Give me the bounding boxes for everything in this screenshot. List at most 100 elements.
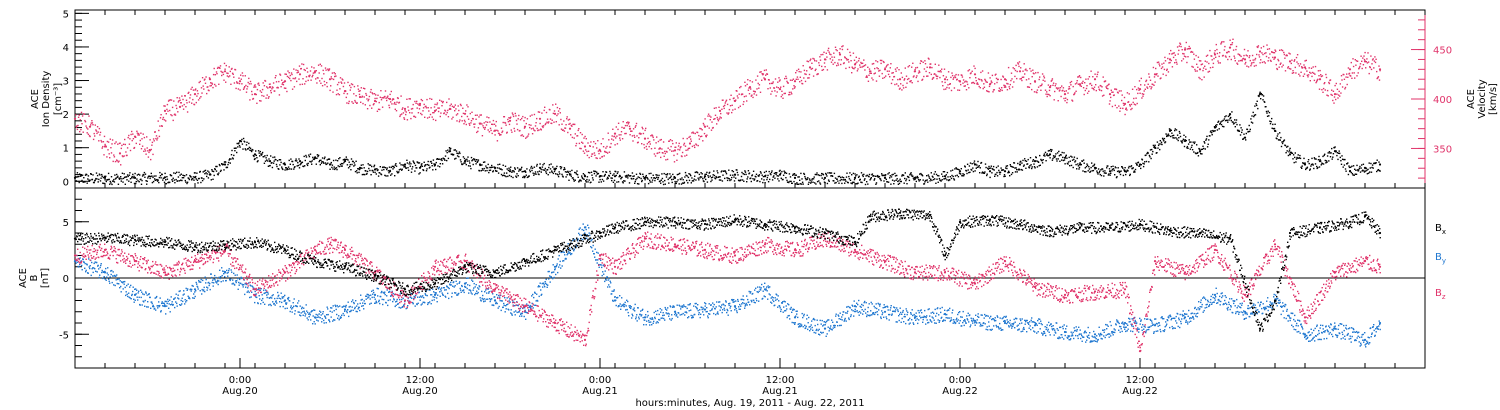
- velocity-series-point: [822, 53, 824, 56]
- density-series-point: [342, 159, 345, 161]
- density-series-point: [139, 174, 141, 176]
- velocity-series-point: [979, 87, 981, 89]
- density-series-point: [1055, 158, 1058, 160]
- velocity-series-point: [1305, 68, 1307, 70]
- velocity-series-point: [658, 148, 660, 150]
- density-series-point: [747, 170, 750, 172]
- velocity-series-point: [301, 83, 304, 85]
- velocity-series-point: [401, 108, 403, 110]
- by-series-point: [155, 309, 157, 311]
- density-series-point: [435, 168, 437, 171]
- density-series-point: [868, 173, 871, 176]
- density-series-point: [692, 180, 695, 182]
- density-series-point: [896, 174, 898, 177]
- velocity-series-point: [1146, 87, 1149, 89]
- velocity-series-point: [1022, 76, 1025, 78]
- density-series-point: [418, 173, 420, 175]
- density-series-point: [788, 181, 790, 184]
- density-series-datum: [988, 170, 992, 173]
- velocity-series-point: [890, 82, 893, 85]
- density-series-point: [968, 171, 970, 174]
- density-series-point: [143, 171, 146, 174]
- velocity-series-datum: [508, 119, 512, 122]
- velocity-series-point: [99, 134, 101, 136]
- density-series-point: [83, 177, 85, 179]
- density-series-point: [196, 172, 198, 174]
- velocity-series-point: [1152, 83, 1154, 86]
- velocity-series-point: [1013, 81, 1015, 83]
- velocity-series-point: [797, 68, 800, 70]
- velocity-series-point: [1076, 82, 1078, 84]
- velocity-series-point: [152, 153, 154, 156]
- velocity-series-point: [663, 155, 665, 157]
- density-series-point: [1288, 151, 1290, 153]
- density-series-point: [353, 162, 356, 164]
- density-series-point: [154, 179, 156, 181]
- by-series-point: [128, 296, 130, 298]
- density-series-point: [973, 160, 976, 162]
- velocity-series-point: [1027, 86, 1029, 88]
- density-series-point: [446, 151, 448, 154]
- density-series-point: [267, 165, 270, 167]
- density-series-point: [124, 183, 126, 185]
- velocity-series-point: [279, 73, 281, 75]
- velocity-series-point: [237, 88, 240, 90]
- density-series-point: [257, 160, 259, 162]
- density-series-point: [398, 171, 400, 173]
- density-series-datum: [478, 163, 482, 166]
- velocity-series-point: [1144, 88, 1146, 90]
- density-series-point: [716, 170, 718, 172]
- velocity-series-point: [651, 134, 653, 136]
- density-series-point: [1211, 134, 1213, 136]
- density-series-point: [1016, 168, 1018, 171]
- density-series-point: [1221, 120, 1223, 122]
- density-series-point: [946, 179, 948, 181]
- velocity-series-point: [275, 81, 278, 83]
- velocity-series-point: [773, 87, 776, 89]
- velocity-series-point: [1236, 62, 1238, 64]
- velocity-series-point: [1261, 52, 1263, 54]
- density-series-point: [1372, 167, 1374, 169]
- velocity-series-point: [796, 76, 799, 78]
- velocity-series-point: [586, 154, 589, 157]
- velocity-series-point: [1295, 72, 1297, 74]
- velocity-series-point: [794, 86, 796, 88]
- velocity-series-point: [259, 90, 261, 92]
- density-series-point: [1096, 170, 1098, 172]
- density-series-point: [420, 164, 422, 166]
- density-series-point: [252, 149, 254, 151]
- velocity-series-point: [1058, 87, 1060, 89]
- density-series-point: [684, 171, 687, 174]
- velocity-series-point: [504, 122, 507, 124]
- velocity-series-point: [818, 62, 820, 64]
- density-series-point: [506, 172, 508, 174]
- velocity-series-point: [691, 132, 693, 134]
- by-series-point: [94, 268, 96, 270]
- density-series-point: [1369, 171, 1371, 173]
- density-series-point: [470, 167, 472, 170]
- velocity-series-point: [1251, 62, 1253, 64]
- velocity-series-point: [582, 150, 585, 152]
- velocity-series-point: [579, 147, 581, 150]
- density-series-point: [689, 173, 691, 176]
- velocity-series-point: [643, 147, 646, 149]
- velocity-series-point: [961, 76, 964, 78]
- density-series-point: [328, 158, 331, 160]
- velocity-series-point: [555, 103, 557, 105]
- density-series-datum: [388, 170, 392, 173]
- density-series-point: [311, 160, 313, 162]
- density-series-point: [1086, 163, 1088, 165]
- velocity-series-point: [596, 147, 598, 149]
- top-right-tick-label: 400: [1433, 95, 1452, 106]
- density-series-point: [639, 173, 642, 175]
- density-series-point: [127, 175, 129, 178]
- density-series-point: [592, 179, 594, 181]
- velocity-series-point: [586, 150, 588, 153]
- density-series-point: [394, 175, 396, 177]
- velocity-series-point: [237, 82, 239, 84]
- density-series-point: [120, 176, 122, 178]
- density-series-point: [315, 163, 317, 165]
- velocity-series-point: [790, 91, 792, 93]
- velocity-series-point: [1077, 83, 1080, 85]
- velocity-series-point: [918, 70, 920, 72]
